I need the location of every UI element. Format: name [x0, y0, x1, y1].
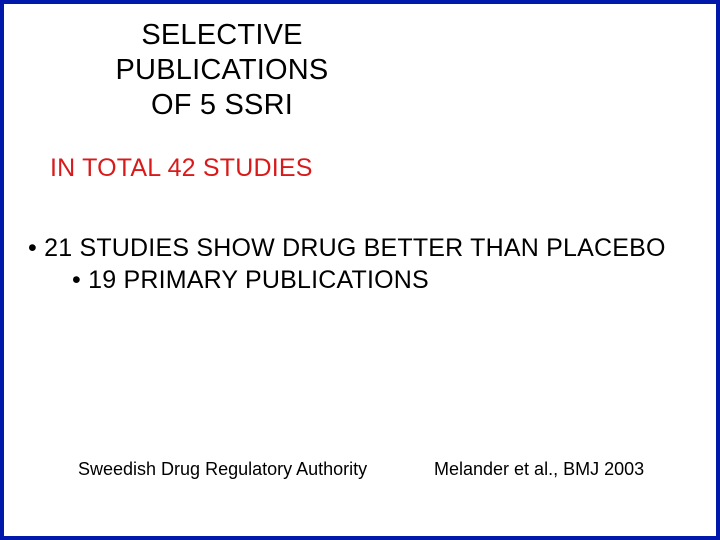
title-line-1: SELECTIVE PUBLICATIONS: [116, 19, 329, 86]
title-line-2: OF 5 SSRI: [151, 89, 293, 121]
slide-frame: SELECTIVE PUBLICATIONS OF 5 SSRI IN TOTA…: [0, 0, 720, 540]
slide-title: SELECTIVE PUBLICATIONS OF 5 SSRI: [32, 18, 412, 122]
bullet-1: • 21 STUDIES SHOW DRUG BETTER THAN PLACE…: [28, 234, 666, 263]
slide-subtitle: IN TOTAL 42 STUDIES: [50, 154, 313, 183]
footer-right: Melander et al., BMJ 2003: [434, 459, 644, 480]
bullet-2: • 19 PRIMARY PUBLICATIONS: [72, 266, 429, 295]
footer-left: Sweedish Drug Regulatory Authority: [78, 459, 367, 480]
